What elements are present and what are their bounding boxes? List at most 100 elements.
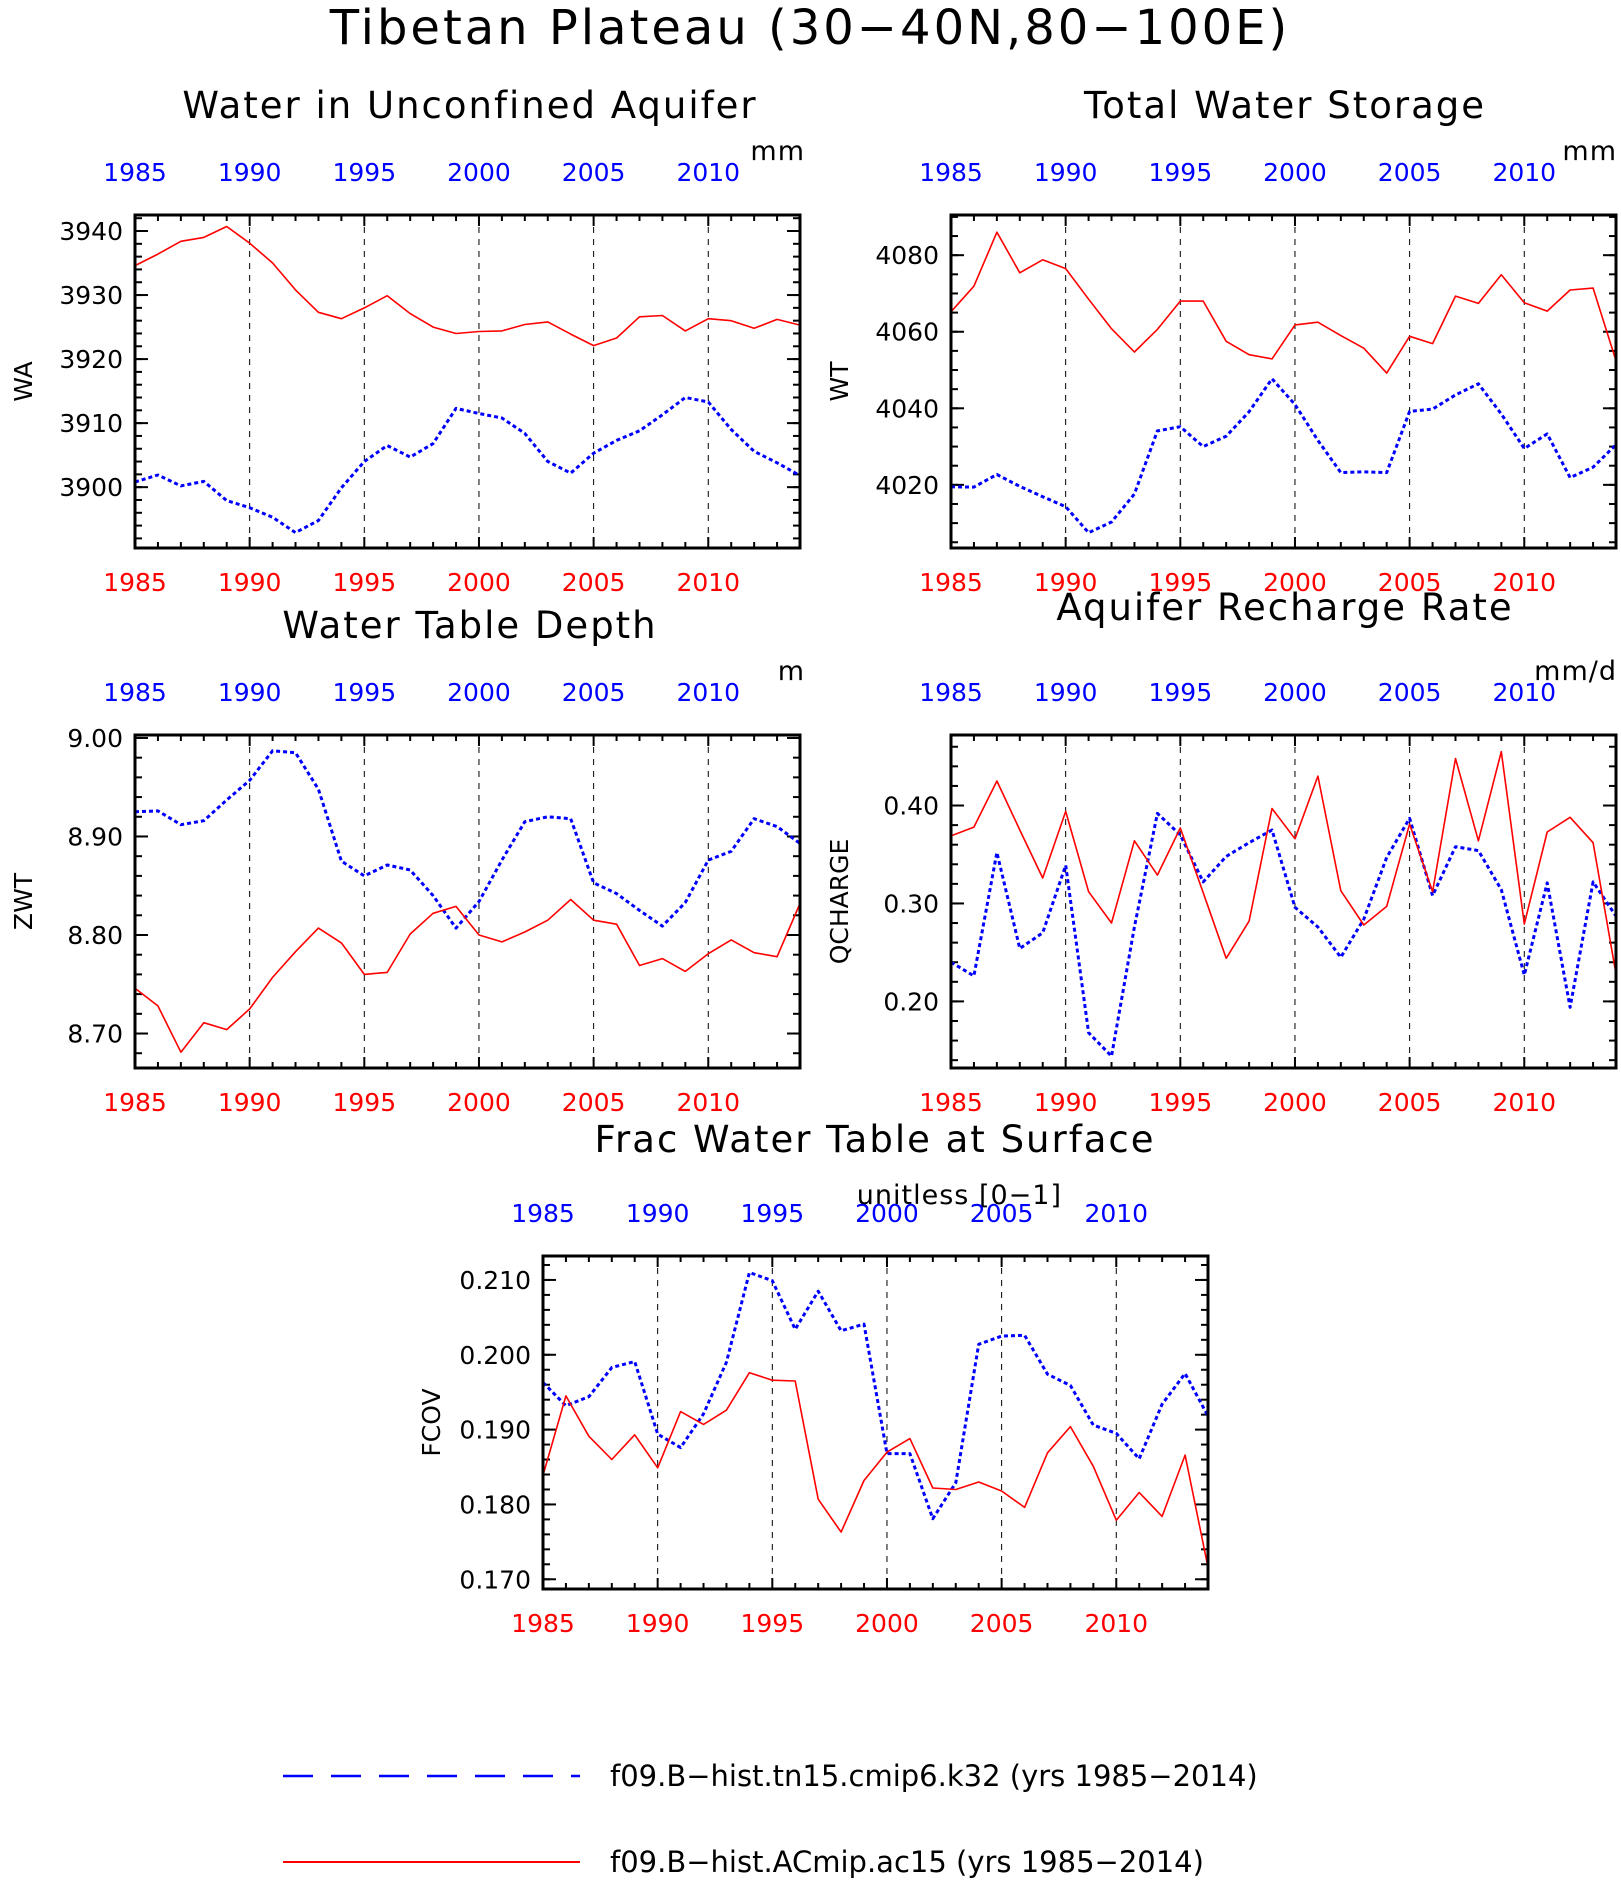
series-line-red [950,750,1617,975]
y-tick-label: 0.40 [883,792,939,821]
x-tick-label-top: 1990 [1034,158,1098,187]
y-axis-label: ZWT [9,872,38,930]
x-tick-label-bottom: 1985 [919,568,983,597]
x-tick-label-top: 2005 [562,158,626,187]
y-axis-label: WA [9,361,38,401]
figure-title: Tibetan Plateau (30−40N,80−100E) [329,0,1290,56]
x-tick-label-bottom: 1985 [919,1088,983,1117]
y-tick-label: 3900 [59,473,123,502]
x-tick-label-bottom: 1985 [511,1609,575,1638]
x-tick-label-top: 2005 [562,678,626,707]
series-line-red [134,898,801,1053]
x-tick-label-bottom: 2000 [855,1609,919,1638]
x-tick-label-top: 2005 [1378,678,1442,707]
units-label: mm/d [1534,656,1617,687]
x-tick-label-top: 1995 [740,1199,804,1228]
panel-title: Aquifer Recharge Rate [1056,586,1513,629]
y-tick-label: 8.90 [67,822,123,851]
plot-frame [133,733,802,1070]
x-tick-label-bottom: 2005 [562,568,626,597]
chart-panel-3: Water Table Depth m ZWT 1985 1985 1990 1990 199… [9,604,805,1117]
x-tick-label-top: 2010 [1084,1199,1148,1228]
y-axis-label: WT [825,361,854,402]
x-tick-label-bottom: 2010 [676,1088,740,1117]
plot-frame [949,213,1618,550]
units-label: mm [1562,136,1617,167]
y-axis-label: QCHARGE [825,839,854,965]
x-tick-label-top: 1995 [1148,678,1212,707]
x-tick-label-top: 2010 [1492,158,1556,187]
y-tick-label: 8.80 [67,921,123,950]
x-tick-label-bottom: 2005 [1378,568,1442,597]
y-tick-label: 0.30 [883,889,939,918]
series-line-red [542,1371,1209,1568]
x-tick-label-top: 2000 [855,1199,919,1228]
x-tick-label-bottom: 2000 [447,1088,511,1117]
y-tick-label: 3920 [59,345,123,374]
legend-label-blue: f09.B−hist.tn15.cmip6.k32 (yrs 1985−2014… [610,1759,1258,1793]
x-tick-label-bottom: 1990 [1034,1088,1098,1117]
x-tick-label-top: 1990 [1034,678,1098,707]
x-tick-label-bottom: 2000 [1263,1088,1327,1117]
panel-title: Water in Unconfined Aquifer [182,84,757,127]
series-line-blue [541,1271,1210,1521]
x-tick-label-top: 1990 [218,158,282,187]
series-line-blue [950,811,1618,1058]
y-tick-label: 4020 [875,471,939,500]
x-tick-label-bottom: 2010 [676,568,740,597]
x-tick-label-top: 1985 [103,678,167,707]
y-tick-label: 3910 [59,409,123,438]
x-tick-label-bottom: 2000 [447,568,511,597]
x-tick-label-top: 2005 [1378,158,1442,187]
units-label: unitless [0−1] [857,1180,1062,1211]
x-tick-label-bottom: 1995 [1148,1088,1212,1117]
x-tick-label-top: 2010 [676,158,740,187]
panel-title: Water Table Depth [282,604,657,647]
x-tick-label-bottom: 1995 [740,1609,804,1638]
plot-frame [541,1254,1210,1591]
x-tick-label-top: 2010 [676,678,740,707]
plot-frame [949,733,1618,1070]
y-tick-label: 4080 [875,241,939,270]
x-tick-label-bottom: 2005 [1378,1088,1442,1117]
x-tick-label-top: 2000 [1263,678,1327,707]
panel-title: Total Water Storage [1083,84,1486,127]
x-tick-label-bottom: 1985 [103,1088,167,1117]
y-tick-label: 0.170 [459,1565,531,1594]
y-tick-label: 8.70 [67,1020,123,1049]
x-tick-label-top: 1985 [103,158,167,187]
x-tick-label-bottom: 2005 [970,1609,1034,1638]
legend-label-red: f09.B−hist.ACmip.ac15 (yrs 1985−2014) [610,1845,1204,1879]
x-tick-label-bottom: 2010 [1492,568,1556,597]
x-tick-label-bottom: 1990 [218,568,282,597]
x-tick-label-top: 2000 [1263,158,1327,187]
x-tick-label-top: 1995 [332,158,396,187]
series-line-blue [950,377,1618,535]
x-tick-label-bottom: 1985 [103,568,167,597]
x-tick-label-bottom: 2005 [562,1088,626,1117]
y-axis-label: FCOV [417,1388,446,1456]
x-tick-label-bottom: 1990 [1034,568,1098,597]
x-tick-label-bottom: 1995 [1148,568,1212,597]
x-tick-label-top: 2010 [1492,678,1556,707]
x-tick-label-bottom: 1995 [332,1088,396,1117]
x-tick-label-bottom: 1990 [218,1088,282,1117]
x-tick-label-top: 2000 [447,678,511,707]
x-tick-label-bottom: 1995 [332,568,396,597]
x-tick-label-top: 2000 [447,158,511,187]
panel-title: Frac Water Table at Surface [594,1118,1155,1161]
chart-panel-2: Total Water Storage mm WT 1985 1985 1990 1990 1… [825,84,1618,597]
series-line-blue [134,749,801,930]
y-tick-label: 0.200 [459,1341,531,1370]
series-line-blue [134,396,801,535]
y-tick-label: 0.180 [459,1490,531,1519]
units-label: mm [750,136,805,167]
x-tick-label-bottom: 2000 [1263,568,1327,597]
x-tick-label-top: 2005 [970,1199,1034,1228]
units-label: m [778,656,805,687]
series-line-red [950,231,1617,374]
plot-frame [133,213,802,550]
chart-panel-4: Aquifer Recharge Rate mm/d QCHARGE 1985 1985… [825,586,1618,1117]
legend: f09.B−hist.tn15.cmip6.k32 (yrs 1985−2014… [283,1759,1258,1879]
